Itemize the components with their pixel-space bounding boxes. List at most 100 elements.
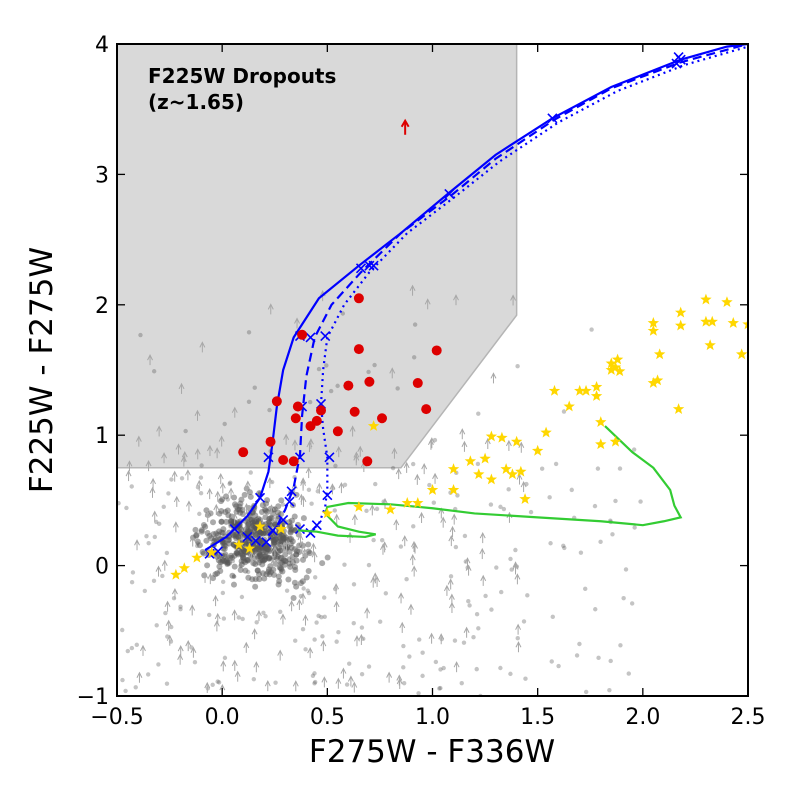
upper-limit-arrowhead	[266, 476, 273, 484]
star-point	[254, 520, 266, 532]
background-galaxy	[179, 476, 185, 481]
star-point	[170, 568, 182, 580]
background-galaxy	[324, 363, 329, 368]
star-point	[412, 497, 424, 508]
upper-limit-arrowhead	[267, 303, 274, 310]
star-point	[605, 364, 617, 375]
background-galaxy	[324, 554, 331, 561]
star-point	[506, 468, 519, 480]
upper-limit-arrowhead	[515, 641, 522, 648]
star-point	[605, 357, 617, 369]
background-galaxy	[280, 502, 286, 507]
background-galaxy	[231, 563, 238, 570]
star-point	[590, 380, 603, 392]
background-galaxy	[236, 615, 241, 620]
background-galaxy	[312, 681, 317, 686]
background-galaxy	[631, 447, 637, 452]
upper-limit-arrowhead	[447, 578, 454, 585]
star-point	[447, 483, 460, 495]
x-tick-label: 1.5	[520, 705, 555, 730]
background-galaxy	[483, 593, 488, 599]
background-galaxy	[462, 533, 468, 539]
upper-limit-arrowhead	[448, 593, 455, 600]
x-tick-label: −0.5	[90, 705, 143, 730]
upper-limit-arrowhead	[147, 353, 153, 361]
upper-limit-arrowhead	[136, 671, 143, 678]
upper-limit-arrowhead	[165, 619, 172, 626]
background-galaxy	[401, 643, 406, 649]
track-marker	[242, 531, 253, 542]
star-point	[464, 455, 477, 467]
star-point	[515, 465, 527, 477]
background-galaxy	[224, 556, 230, 561]
background-galaxy	[231, 494, 238, 501]
upper-limit-arrowhead	[145, 460, 152, 467]
background-galaxy	[222, 655, 228, 661]
dropout-point	[265, 436, 276, 447]
upper-limit-arrowhead	[310, 542, 317, 550]
upper-limit-arrowhead	[297, 533, 304, 541]
star-point	[595, 416, 607, 428]
background-galaxy	[401, 680, 407, 686]
background-galaxy	[161, 504, 166, 509]
track-dashed-1	[267, 44, 748, 537]
background-galaxy	[489, 607, 494, 612]
dropout-point	[364, 376, 375, 387]
background-galaxy	[412, 322, 418, 327]
background-galaxy	[220, 529, 227, 536]
background-galaxy	[316, 366, 322, 372]
upper-limit-arrowhead	[296, 598, 303, 606]
star-point	[674, 306, 687, 318]
background-galaxy	[129, 484, 134, 489]
background-galaxy	[218, 518, 225, 525]
background-galaxy	[498, 504, 503, 510]
background-galaxy	[506, 487, 511, 492]
upper-limit-arrowhead	[353, 451, 360, 458]
background-galaxy	[252, 385, 257, 390]
background-galaxy	[621, 595, 626, 601]
background-galaxy	[238, 558, 245, 565]
background-galaxy	[416, 691, 421, 696]
background-galaxy	[562, 545, 567, 551]
background-galaxy	[225, 497, 231, 502]
background-galaxy	[474, 611, 480, 617]
background-galaxy	[212, 536, 219, 543]
background-galaxy	[230, 581, 237, 588]
star-point	[519, 493, 531, 504]
background-galaxy	[303, 647, 308, 652]
background-galaxy	[144, 533, 149, 539]
star-point	[727, 317, 739, 328]
star-point	[735, 348, 748, 360]
upper-limit-arrowhead	[134, 539, 140, 546]
x-tick-label: 0.0	[205, 705, 240, 730]
upper-limit-arrowhead	[150, 477, 157, 485]
upper-limit-arrowhead	[464, 557, 471, 564]
background-galaxy	[300, 626, 306, 632]
background-galaxy	[292, 527, 298, 532]
background-galaxy	[275, 509, 282, 516]
background-galaxy	[197, 511, 202, 517]
background-galaxy	[192, 660, 198, 665]
dropout-point	[353, 293, 364, 304]
upper-limit-arrowhead	[204, 681, 211, 689]
background-galaxy	[617, 466, 623, 471]
track-marker	[250, 535, 261, 546]
upper-limit-arrowhead	[490, 372, 497, 379]
background-galaxy	[216, 680, 222, 685]
upper-limit-arrowhead	[166, 634, 173, 641]
background-galaxy	[217, 498, 224, 505]
upper-limit-arrowhead	[194, 409, 201, 417]
star-point	[426, 483, 439, 495]
background-galaxy	[257, 551, 264, 558]
background-galaxy	[549, 659, 554, 664]
background-galaxy	[290, 594, 297, 601]
upper-limit-arrowhead	[207, 573, 214, 580]
background-galaxy	[261, 610, 266, 616]
background-galaxy	[300, 515, 307, 522]
dropout-point	[278, 454, 289, 465]
background-galaxy	[548, 541, 553, 546]
upper-limit-arrowhead	[380, 543, 386, 551]
background-galaxy	[263, 544, 270, 551]
background-galaxy	[120, 627, 125, 633]
dropout-point	[292, 401, 303, 412]
